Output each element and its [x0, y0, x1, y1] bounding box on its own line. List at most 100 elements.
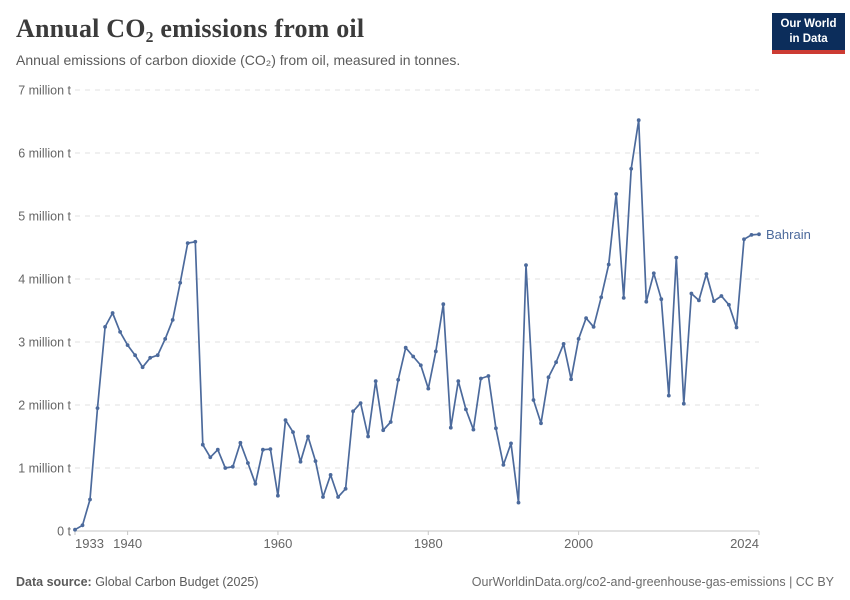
data-point[interactable] — [291, 430, 295, 434]
data-source: Data source: Global Carbon Budget (2025) — [16, 575, 259, 589]
data-point[interactable] — [411, 354, 416, 359]
owid-logo[interactable]: Our World in Data — [772, 13, 845, 54]
data-point[interactable] — [373, 379, 378, 383]
data-point[interactable] — [110, 311, 115, 315]
data-point[interactable] — [215, 447, 220, 452]
data-point[interactable] — [576, 337, 581, 341]
data-point[interactable] — [651, 271, 656, 276]
data-point[interactable] — [351, 409, 355, 414]
data-point[interactable] — [531, 398, 536, 402]
data-point[interactable] — [524, 263, 528, 267]
data-point[interactable] — [689, 291, 694, 296]
data-point[interactable] — [185, 241, 190, 246]
data-point[interactable] — [584, 316, 588, 320]
data-point[interactable] — [418, 363, 423, 368]
data-point[interactable] — [366, 434, 370, 439]
data-point[interactable] — [306, 434, 310, 439]
data-point[interactable] — [554, 360, 558, 365]
data-point[interactable] — [674, 255, 679, 260]
data-point[interactable] — [456, 379, 461, 383]
data-point[interactable] — [599, 295, 604, 300]
line-chart-canvas[interactable]: 0 t 1 million t 2 million t 3 million t 4 mi… — [0, 85, 850, 565]
data-point[interactable] — [155, 353, 160, 358]
data-point[interactable] — [441, 302, 446, 307]
data-point[interactable] — [591, 325, 596, 329]
data-point[interactable] — [501, 463, 506, 467]
data-point[interactable] — [644, 299, 649, 304]
series-end-label[interactable]: Bahrain — [766, 227, 811, 242]
data-point[interactable] — [276, 493, 280, 498]
data-point[interactable] — [546, 375, 551, 380]
y-axis-tick-label: 1 million t — [18, 462, 71, 476]
data-point[interactable] — [569, 377, 573, 382]
data-point[interactable] — [208, 455, 213, 460]
data-point[interactable] — [426, 386, 431, 391]
data-point[interactable] — [719, 294, 724, 298]
data-point[interactable] — [88, 497, 92, 502]
data-point[interactable] — [486, 374, 491, 378]
data-point[interactable] — [253, 481, 258, 486]
chart-footer: Data source: Global Carbon Budget (2025)… — [16, 575, 834, 589]
data-point[interactable] — [261, 447, 265, 452]
data-point[interactable] — [621, 296, 626, 300]
data-point[interactable] — [712, 299, 716, 303]
data-point[interactable] — [238, 440, 243, 445]
data-point[interactable] — [268, 447, 273, 451]
data-point[interactable] — [659, 297, 664, 302]
data-point[interactable] — [539, 421, 543, 426]
data-point[interactable] — [742, 237, 746, 242]
data-point[interactable] — [200, 442, 205, 447]
data-point[interactable] — [734, 325, 739, 330]
data-point[interactable] — [230, 464, 235, 469]
data-point[interactable] — [298, 459, 303, 464]
data-point[interactable] — [636, 118, 641, 123]
data-point[interactable] — [73, 527, 77, 532]
data-point[interactable] — [223, 466, 228, 470]
data-point[interactable] — [666, 393, 671, 398]
data-point[interactable] — [629, 166, 634, 171]
data-point[interactable] — [343, 486, 348, 491]
data-point[interactable] — [494, 426, 498, 431]
data-point[interactable] — [396, 377, 401, 382]
data-point[interactable] — [170, 318, 175, 322]
data-point[interactable] — [471, 427, 476, 432]
data-point[interactable] — [193, 239, 198, 244]
data-point[interactable] — [561, 342, 566, 346]
data-point[interactable] — [336, 495, 340, 499]
data-point[interactable] — [381, 428, 386, 433]
data-point[interactable] — [388, 420, 393, 424]
data-point[interactable] — [246, 461, 250, 465]
data-point[interactable] — [118, 330, 122, 334]
data-point[interactable] — [103, 325, 107, 329]
data-point[interactable] — [516, 500, 521, 505]
data-point[interactable] — [328, 473, 333, 477]
data-point[interactable] — [614, 192, 619, 196]
data-point[interactable] — [163, 337, 168, 341]
data-point[interactable] — [757, 232, 761, 237]
data-point[interactable] — [749, 233, 754, 237]
data-point[interactable] — [433, 349, 438, 354]
data-point[interactable] — [704, 272, 709, 276]
data-point[interactable] — [479, 376, 483, 381]
data-point[interactable] — [321, 495, 325, 499]
data-point[interactable] — [125, 343, 130, 347]
y-axis-tick-label: 5 million t — [18, 210, 71, 224]
data-point[interactable] — [681, 401, 686, 406]
data-point[interactable] — [313, 459, 318, 463]
data-point[interactable] — [606, 262, 611, 267]
data-point[interactable] — [464, 407, 468, 412]
data-point[interactable] — [509, 441, 513, 446]
data-point[interactable] — [133, 353, 138, 358]
data-point[interactable] — [80, 523, 85, 528]
credit-link[interactable]: OurWorldinData.org/co2-and-greenhouse-ga… — [471, 575, 834, 589]
data-point[interactable] — [140, 365, 145, 370]
data-point[interactable] — [448, 425, 453, 430]
data-point[interactable] — [403, 345, 408, 350]
data-point[interactable] — [697, 298, 701, 303]
data-point[interactable] — [148, 355, 153, 360]
data-point[interactable] — [727, 302, 731, 307]
data-point[interactable] — [95, 406, 100, 410]
data-point[interactable] — [358, 401, 363, 405]
data-point[interactable] — [283, 418, 288, 422]
data-point[interactable] — [178, 280, 183, 285]
